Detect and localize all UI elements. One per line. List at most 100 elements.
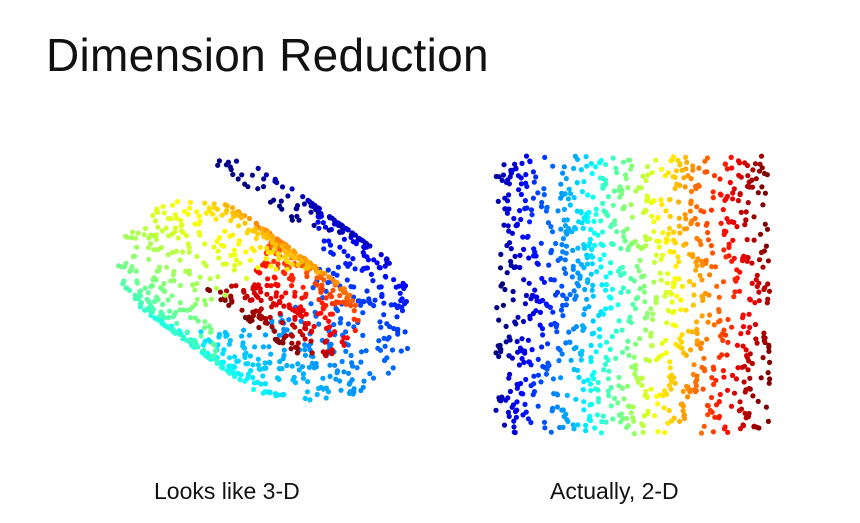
scatter-point bbox=[539, 275, 545, 282]
scatter-point bbox=[527, 159, 533, 165]
scatter-point bbox=[664, 280, 670, 286]
scatter-point bbox=[272, 245, 278, 251]
scatter-point bbox=[326, 238, 332, 244]
scatter-point bbox=[262, 381, 268, 387]
scatter-point bbox=[765, 281, 771, 287]
scatter-point bbox=[397, 290, 403, 296]
scatter-point bbox=[559, 242, 565, 248]
scatter-point bbox=[298, 304, 304, 310]
scatter-point bbox=[286, 244, 292, 250]
scatter-point bbox=[239, 307, 245, 313]
scatter-point bbox=[511, 424, 517, 430]
scatter-point bbox=[625, 185, 631, 191]
scatter-point bbox=[318, 269, 324, 275]
scatter-point bbox=[502, 195, 508, 201]
scatter-point bbox=[598, 430, 604, 436]
scatter-point bbox=[645, 196, 651, 202]
scatter-point bbox=[177, 331, 183, 337]
swiss-roll-caption: Looks like 3-D bbox=[154, 478, 300, 504]
scatter-point bbox=[500, 302, 506, 308]
scatter-point bbox=[603, 287, 609, 293]
scatter-point bbox=[693, 383, 699, 389]
scatter-point bbox=[651, 219, 657, 225]
scatter-point bbox=[749, 360, 755, 367]
scatter-point bbox=[239, 333, 245, 339]
scatter-point bbox=[334, 370, 340, 376]
scatter-point bbox=[687, 278, 693, 285]
scatter-point bbox=[505, 409, 511, 415]
scatter-point bbox=[601, 252, 607, 258]
scatter-point bbox=[535, 403, 541, 409]
scatter-point bbox=[300, 371, 306, 377]
scatter-point bbox=[597, 342, 603, 349]
scatter-point bbox=[258, 297, 264, 304]
scatter-point bbox=[306, 343, 312, 349]
scatter-point bbox=[302, 342, 308, 348]
scatter-point bbox=[187, 199, 194, 205]
scatter-point bbox=[519, 336, 525, 342]
scatter-point bbox=[211, 352, 217, 358]
scatter-point bbox=[632, 306, 639, 312]
scatter-point bbox=[208, 326, 214, 332]
scatter-point bbox=[166, 315, 172, 321]
scatter-point bbox=[740, 312, 746, 318]
scatter-point bbox=[150, 212, 156, 218]
scatter-point bbox=[667, 213, 673, 219]
scatter-point bbox=[211, 244, 217, 250]
scatter-point bbox=[639, 375, 645, 381]
scatter-point bbox=[521, 359, 527, 366]
scatter-point bbox=[679, 339, 685, 345]
scatter-point bbox=[738, 406, 745, 412]
scatter-point bbox=[761, 170, 768, 177]
scatter-point bbox=[590, 318, 596, 324]
scatter-point bbox=[539, 199, 545, 206]
scatter-point bbox=[628, 275, 634, 282]
scatter-point bbox=[717, 176, 723, 182]
scatter-point bbox=[299, 259, 305, 265]
scatter-point bbox=[338, 316, 344, 322]
scatter-point bbox=[740, 324, 747, 330]
scatter-point bbox=[682, 184, 688, 190]
scatter-point bbox=[279, 294, 285, 300]
scatter-point bbox=[153, 232, 159, 238]
scatter-point bbox=[264, 291, 270, 297]
scatter-point bbox=[267, 314, 273, 320]
scatter-point bbox=[741, 379, 747, 385]
scatter-point bbox=[190, 282, 196, 288]
scatter-point bbox=[546, 362, 552, 368]
scatter-point bbox=[691, 292, 697, 298]
scatter-point bbox=[699, 340, 705, 346]
scatter-point bbox=[535, 356, 541, 362]
scatter-point bbox=[710, 189, 716, 195]
scatter-point bbox=[690, 302, 696, 308]
scatter-point bbox=[521, 277, 527, 283]
scatter-point bbox=[583, 154, 589, 160]
scatter-point bbox=[640, 423, 646, 429]
scatter-point bbox=[334, 272, 340, 278]
scatter-point bbox=[655, 215, 661, 221]
scatter-point bbox=[578, 261, 584, 268]
scatter-point bbox=[573, 324, 579, 330]
scatter-point bbox=[513, 414, 519, 420]
scatter-point bbox=[561, 206, 567, 212]
scatter-point bbox=[665, 231, 672, 237]
scatter-point bbox=[708, 394, 715, 401]
scatter-point bbox=[211, 342, 218, 348]
scatter-point bbox=[323, 353, 329, 359]
scatter-point bbox=[513, 223, 519, 229]
scatter-point bbox=[160, 203, 166, 210]
scatter-point bbox=[710, 250, 716, 256]
scatter-point bbox=[502, 206, 508, 212]
scatter-point bbox=[203, 210, 209, 216]
scatter-point bbox=[507, 174, 513, 180]
scatter-point bbox=[664, 320, 670, 326]
scatter-point bbox=[711, 322, 717, 328]
scatter-point bbox=[396, 283, 402, 289]
scatter-point bbox=[600, 413, 606, 419]
scatter-point bbox=[635, 243, 641, 249]
scatter-point bbox=[566, 186, 572, 192]
scatter-point bbox=[194, 281, 200, 287]
scatter-point bbox=[255, 231, 261, 237]
scatter-point bbox=[530, 310, 536, 317]
scatter-point bbox=[549, 408, 555, 414]
